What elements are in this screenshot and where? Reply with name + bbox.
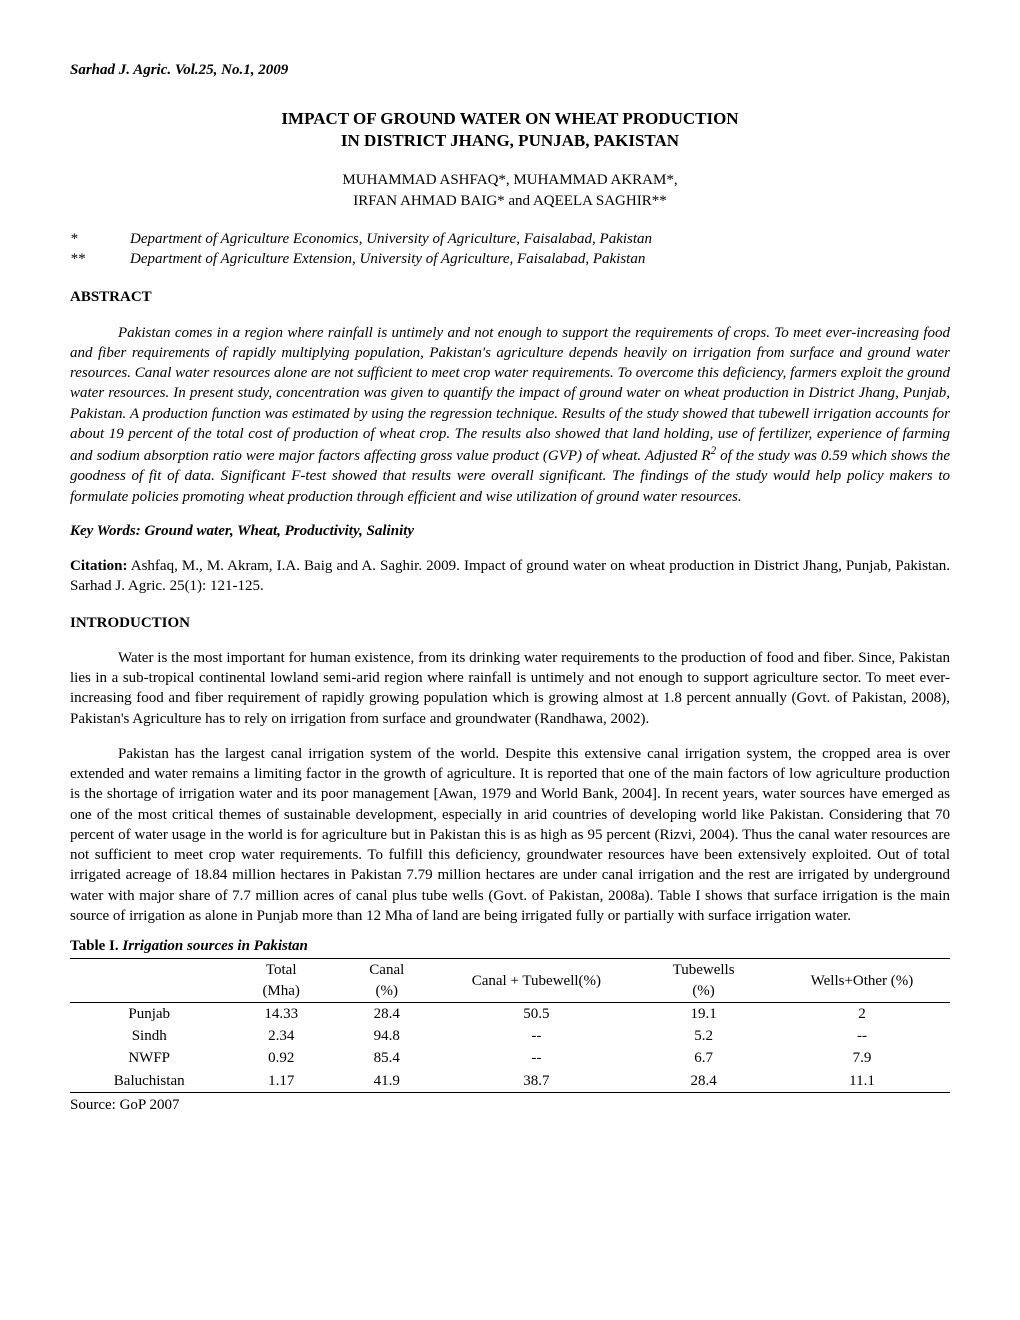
table-caption-title: Irrigation sources in Pakistan (122, 938, 307, 954)
table-caption: Table I. Irrigation sources in Pakistan (70, 936, 950, 956)
table-header-cell: Canal (%) (334, 959, 440, 1003)
table-cell: 50.5 (440, 1002, 634, 1025)
table-cell: 41.9 (334, 1070, 440, 1093)
header-line2: (%) (692, 983, 715, 999)
citation-label: Citation: (70, 558, 128, 574)
table-cell: -- (440, 1047, 634, 1069)
irrigation-sources-table: Total (Mha) Canal (%) Canal + Tubewell(%… (70, 958, 950, 1093)
journal-header: Sarhad J. Agric. Vol.25, No.1, 2009 (70, 60, 950, 80)
table-cell: 19.1 (633, 1002, 774, 1025)
table-cell: 28.4 (334, 1002, 440, 1025)
table-cell: NWFP (70, 1047, 228, 1069)
citation-text: Ashfaq, M., M. Akram, I.A. Baig and A. S… (70, 558, 950, 594)
affiliation-text: Department of Agriculture Extension, Uni… (130, 249, 645, 269)
header-line1: Canal + Tubewell(%) (472, 973, 601, 989)
table-row: Baluchistan 1.17 41.9 38.7 28.4 11.1 (70, 1070, 950, 1093)
table-row: NWFP 0.92 85.4 -- 6.7 7.9 (70, 1047, 950, 1069)
header-line1: Tubewells (673, 962, 735, 978)
title-line-1: IMPACT OF GROUND WATER ON WHEAT PRODUCTI… (281, 109, 738, 128)
table-cell: 7.9 (774, 1047, 950, 1069)
affiliation-row: * Department of Agriculture Economics, U… (70, 229, 950, 249)
table-header-cell (70, 959, 228, 1003)
intro-paragraph-2: Pakistan has the largest canal irrigatio… (70, 744, 950, 926)
table-header-row: Total (Mha) Canal (%) Canal + Tubewell(%… (70, 959, 950, 1003)
table-cell: 2 (774, 1002, 950, 1025)
table-cell: -- (440, 1025, 634, 1047)
affiliation-mark: * (70, 229, 130, 249)
abstract-text: Pakistan comes in a region where rainfal… (70, 323, 950, 507)
paper-title: IMPACT OF GROUND WATER ON WHEAT PRODUCTI… (70, 108, 950, 152)
table-header-cell: Wells+Other (%) (774, 959, 950, 1003)
table-cell: -- (774, 1025, 950, 1047)
table-cell: 28.4 (633, 1070, 774, 1093)
introduction-heading: INTRODUCTION (70, 613, 950, 633)
affiliation-mark: ** (70, 249, 130, 269)
citation: Citation: Ashfaq, M., M. Akram, I.A. Bai… (70, 556, 950, 597)
table-row: Sindh 2.34 94.8 -- 5.2 -- (70, 1025, 950, 1047)
table-cell: Sindh (70, 1025, 228, 1047)
header-line1: Total (266, 962, 297, 978)
table-cell: Punjab (70, 1002, 228, 1025)
table-cell: Baluchistan (70, 1070, 228, 1093)
table-caption-label: Table I. (70, 938, 122, 954)
intro-paragraph-1: Water is the most important for human ex… (70, 648, 950, 729)
header-line2: (Mha) (262, 983, 300, 999)
table-row: Punjab 14.33 28.4 50.5 19.1 2 (70, 1002, 950, 1025)
table-cell: 2.34 (228, 1025, 334, 1047)
table-header-cell: Canal + Tubewell(%) (440, 959, 634, 1003)
keywords: Key Words: Ground water, Wheat, Producti… (70, 521, 950, 541)
affiliations: * Department of Agriculture Economics, U… (70, 229, 950, 270)
table-source: Source: GoP 2007 (70, 1095, 950, 1115)
table-cell: 1.17 (228, 1070, 334, 1093)
authors: MUHAMMAD ASHFAQ*, MUHAMMAD AKRAM*, IRFAN… (70, 170, 950, 211)
table-cell: 11.1 (774, 1070, 950, 1093)
table-header-cell: Tubewells (%) (633, 959, 774, 1003)
header-line2: (%) (376, 983, 399, 999)
table-cell: 85.4 (334, 1047, 440, 1069)
table-cell: 0.92 (228, 1047, 334, 1069)
table-cell: 5.2 (633, 1025, 774, 1047)
table-cell: 14.33 (228, 1002, 334, 1025)
header-line1: Canal (369, 962, 404, 978)
header-line1: Wells+Other (%) (811, 973, 914, 989)
authors-line-1: MUHAMMAD ASHFAQ*, MUHAMMAD AKRAM*, (342, 172, 677, 188)
abstract-heading: ABSTRACT (70, 287, 950, 307)
table-header-cell: Total (Mha) (228, 959, 334, 1003)
affiliation-row: ** Department of Agriculture Extension, … (70, 249, 950, 269)
affiliation-text: Department of Agriculture Economics, Uni… (130, 229, 652, 249)
title-line-2: IN DISTRICT JHANG, PUNJAB, PAKISTAN (341, 131, 679, 150)
abstract-pre: Pakistan comes in a region where rainfal… (70, 325, 950, 465)
table-cell: 6.7 (633, 1047, 774, 1069)
table-cell: 94.8 (334, 1025, 440, 1047)
table-cell: 38.7 (440, 1070, 634, 1093)
authors-line-2: IRFAN AHMAD BAIG* and AQEELA SAGHIR** (353, 193, 666, 209)
